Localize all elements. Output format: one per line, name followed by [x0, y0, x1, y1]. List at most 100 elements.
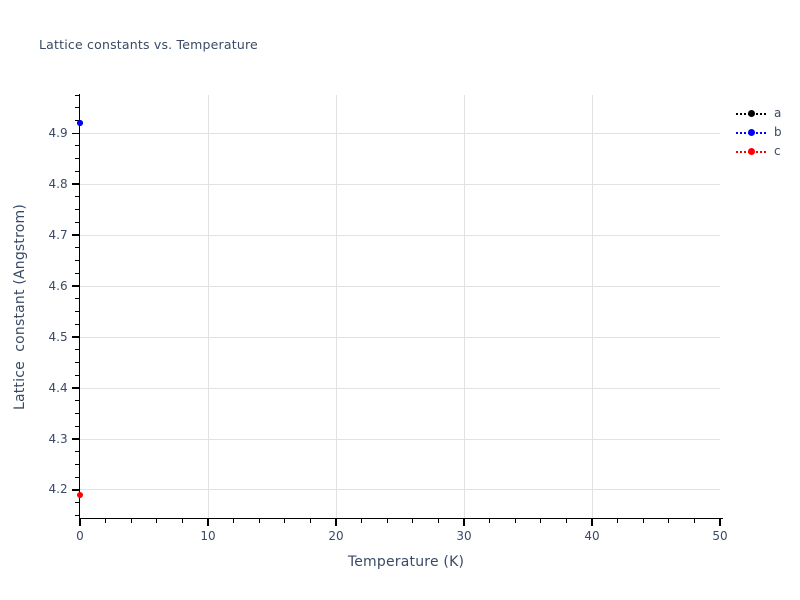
gridline-x-40	[591, 95, 593, 518]
x-minor-tick	[309, 519, 311, 524]
x-tick-30	[463, 519, 465, 527]
y-minor-tick	[74, 119, 79, 121]
y-tick-label-4.9: 4.9	[48, 125, 68, 140]
y-minor-tick	[74, 209, 79, 211]
y-minor-tick	[74, 463, 79, 465]
y-minor-tick	[74, 502, 79, 504]
gridline-y-4.3	[80, 438, 720, 440]
y-minor-tick	[74, 272, 79, 274]
x-minor-tick	[386, 519, 388, 524]
gridline-y-4.5	[80, 336, 720, 338]
x-tick-50	[719, 519, 721, 527]
legend-item-a: a	[736, 104, 782, 123]
y-tick-4.8	[71, 183, 79, 185]
x-tick-label-30: 30	[456, 529, 472, 543]
data-point-b	[77, 120, 84, 127]
y-minor-tick	[74, 260, 79, 262]
x-minor-tick	[361, 519, 363, 524]
x-axis-spine	[78, 517, 723, 520]
x-minor-tick	[284, 519, 286, 524]
y-minor-tick	[74, 298, 79, 300]
gridline-y-4.6	[80, 285, 720, 287]
y-minor-tick	[74, 145, 79, 147]
x-tick-label-40: 40	[584, 529, 600, 543]
x-tick-label-50: 50	[712, 529, 728, 543]
legend-sample-c	[736, 147, 766, 156]
data-point-c	[77, 492, 84, 499]
y-axis-spine	[78, 93, 80, 520]
y-minor-tick	[74, 514, 79, 516]
x-minor-tick	[258, 519, 260, 524]
y-minor-tick	[74, 425, 79, 427]
x-axis-label: Temperature (K)	[347, 554, 465, 570]
legend-marker-b-icon	[747, 129, 755, 136]
x-minor-tick	[489, 519, 491, 524]
x-minor-tick	[617, 519, 619, 524]
x-minor-tick	[181, 519, 183, 524]
y-tick-4.9	[71, 132, 79, 134]
gridline-y-4.9	[80, 132, 720, 134]
gridline-y-4.4	[80, 387, 720, 389]
x-tick-label-0: 0	[76, 529, 84, 543]
y-tick-label-4.2: 4.2	[48, 482, 68, 497]
y-minor-tick	[74, 362, 79, 364]
x-minor-tick	[156, 519, 158, 524]
x-tick-0	[79, 519, 81, 527]
legend-marker-c-icon	[747, 148, 755, 155]
y-minor-tick	[74, 400, 79, 402]
legend-sample-b	[736, 128, 766, 137]
y-minor-tick	[74, 374, 79, 376]
x-tick-label-20: 20	[328, 529, 344, 543]
y-tick-label-4.6: 4.6	[48, 278, 68, 293]
x-minor-tick	[540, 519, 542, 524]
y-tick-4.4	[71, 387, 79, 389]
gridline-y-4.2	[80, 489, 720, 491]
y-tick-4.7	[71, 234, 79, 236]
x-minor-tick	[130, 519, 132, 524]
y-minor-tick	[74, 221, 79, 223]
x-minor-tick	[514, 519, 516, 524]
gridline-x-30	[463, 95, 465, 518]
x-minor-tick	[437, 519, 439, 524]
y-minor-tick	[74, 158, 79, 160]
y-minor-tick	[74, 323, 79, 325]
y-minor-tick	[74, 311, 79, 313]
x-minor-tick	[412, 519, 414, 524]
legend-item-c: c	[736, 142, 782, 161]
y-tick-label-4.4: 4.4	[48, 380, 68, 395]
x-tick-20	[335, 519, 337, 527]
y-minor-tick	[74, 196, 79, 198]
y-tick-4.3	[71, 438, 79, 440]
x-minor-tick	[668, 519, 670, 524]
legend-marker-a-icon	[747, 110, 755, 117]
y-tick-4.2	[71, 489, 79, 491]
x-minor-tick	[565, 519, 567, 524]
y-minor-tick	[74, 476, 79, 478]
gridline-y-4.8	[80, 183, 720, 185]
x-minor-tick	[233, 519, 235, 524]
y-minor-tick	[74, 107, 79, 109]
x-tick-40	[591, 519, 593, 527]
x-minor-tick	[693, 519, 695, 524]
y-tick-4.6	[71, 285, 79, 287]
y-minor-tick	[74, 247, 79, 249]
y-minor-tick	[74, 349, 79, 351]
legend-label-c: c	[774, 144, 781, 158]
y-tick-4.5	[71, 336, 79, 338]
x-tick-10	[207, 519, 209, 527]
y-tick-label-4.8: 4.8	[48, 176, 68, 191]
y-minor-tick	[74, 451, 79, 453]
x-minor-tick	[105, 519, 107, 524]
chart-title: Lattice constants vs. Temperature	[39, 37, 258, 52]
y-tick-label-4.3: 4.3	[48, 431, 68, 446]
gridline-x-10	[207, 95, 209, 518]
x-tick-label-10: 10	[200, 529, 216, 543]
y-tick-label-4.5: 4.5	[48, 329, 68, 344]
legend-label-a: a	[774, 106, 782, 120]
legend-sample-a	[736, 109, 766, 118]
gridline-y-4.7	[80, 234, 720, 236]
legend-label-b: b	[774, 125, 782, 139]
y-minor-tick	[74, 413, 79, 415]
